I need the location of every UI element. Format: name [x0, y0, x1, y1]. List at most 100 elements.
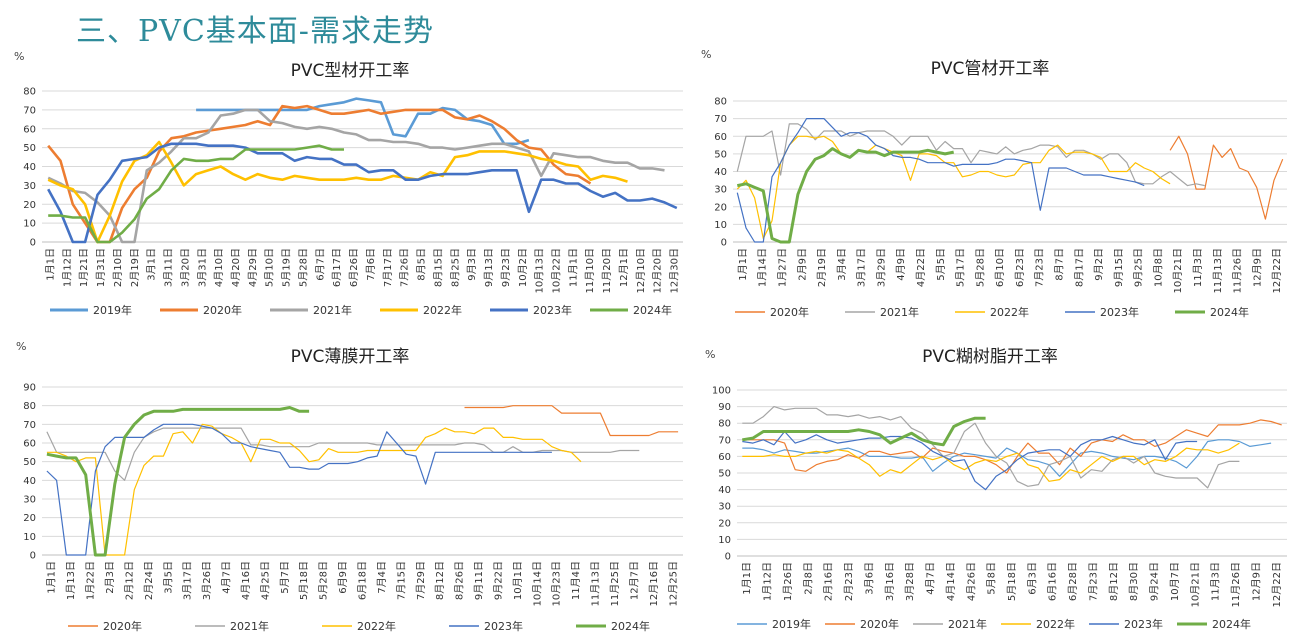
x-tick-label: 9月23日: [500, 248, 512, 287]
x-tick-label: 2月12日: [123, 561, 135, 600]
y-tick-label: 0: [721, 238, 727, 249]
x-tick-label: 7月6日: [365, 248, 377, 281]
y-tick-label: 10: [714, 220, 727, 231]
x-tick-label: 3月16日: [884, 562, 896, 601]
y-tick-label: 50: [718, 469, 731, 480]
x-tick-label: 4月7日: [925, 562, 937, 595]
legend-entry: 2020年: [203, 303, 242, 317]
x-tick-label: 8月12日: [434, 561, 446, 600]
x-tick-label: 1月1日: [741, 562, 753, 595]
x-tick-label: 12月16日: [648, 561, 660, 606]
legend-entry: 2022年: [1036, 617, 1075, 631]
x-tick-label: 1月1日: [737, 248, 749, 281]
series-line-2021年: [46, 427, 640, 481]
y-tick-label: 50: [23, 457, 36, 468]
x-tick-label: 6月3日: [1026, 562, 1038, 595]
x-tick-label: 6月16日: [1047, 562, 1059, 601]
y-tick-label: 20: [23, 513, 36, 524]
y-tick-label: 80: [23, 87, 36, 98]
x-tick-label: 10月7日: [1169, 562, 1181, 601]
y-tick-label: 50: [23, 143, 36, 154]
y-tick-label: 20: [714, 202, 727, 213]
y-tick-label: 40: [23, 162, 36, 173]
x-tick-label: 9月22日: [492, 561, 504, 600]
legend-entry: 2021年: [948, 617, 987, 631]
x-tick-label: 3月20日: [179, 248, 191, 287]
legend-entry: 2020年: [103, 619, 142, 633]
x-tick-label: 5月10日: [264, 248, 276, 287]
y-tick-label: 0: [725, 552, 731, 563]
x-tick-label: 9月15日: [1113, 248, 1125, 287]
x-tick-label: 4月16日: [240, 561, 252, 600]
x-tick-label: 2月8日: [802, 562, 814, 595]
x-tick-label: 11月26日: [1230, 562, 1242, 607]
y-tick-label: 20: [718, 518, 731, 529]
legend-entry: 2023年: [1124, 617, 1163, 631]
y-tick-label: 70: [23, 105, 36, 116]
x-tick-label: 5月28日: [297, 248, 309, 287]
y-tick-label: 70: [718, 435, 731, 446]
y-tick-label: 60: [718, 452, 731, 463]
x-tick-label: 7月26日: [399, 248, 411, 287]
x-tick-label: 9月13日: [483, 248, 495, 287]
chart-pvc-pipe: PVC管材开工率% 0 10 20 30 40 50 60 70 80 1月1日 1月14日 1月27日…: [701, 48, 1287, 319]
x-tick-label: 5月17日: [955, 248, 967, 287]
x-tick-label: 3月17日: [856, 248, 868, 287]
x-tick-label: 2月16日: [823, 562, 835, 601]
x-tick-label: 2月23日: [843, 562, 855, 601]
series-line-2024年: [48, 144, 344, 244]
legend-entry: 2021年: [880, 305, 919, 319]
x-tick-label: 9月2日: [1093, 248, 1105, 281]
x-tick-label: 8月12日: [1108, 562, 1120, 601]
x-tick-label: 10月21日: [1189, 562, 1201, 607]
x-tick-label: 11月3日: [1192, 248, 1204, 287]
x-tick-label: 12月22日: [1271, 562, 1283, 607]
x-tick-label: 1月14日: [757, 248, 769, 287]
y-tick-label: 30: [23, 181, 36, 192]
x-tick-label: 8月26日: [454, 561, 466, 600]
chart-pvc-profile: PVC型材开工率% 0 10 20 30 40 50 60 70 80 1月1日 1月12日 1月21日…: [14, 50, 683, 317]
x-tick-label: 7月23日: [1087, 562, 1099, 601]
page-title: 三、PVC基本面-需求走势: [76, 14, 434, 49]
x-tick-label: 9月11日: [473, 561, 485, 600]
y-tick-label: 60: [714, 132, 727, 143]
y-tick-label: 30: [714, 185, 727, 196]
series-line-2023年: [47, 142, 678, 244]
legend-entry: 2023年: [533, 303, 572, 317]
x-tick-label: 6月23日: [1014, 248, 1026, 287]
x-tick-label: 12月22日: [1271, 248, 1283, 293]
x-tick-label: 8月30日: [1128, 562, 1140, 601]
y-tick-label: 20: [23, 200, 36, 211]
x-tick-label: 3月4日: [836, 248, 848, 281]
y-tick-label: 70: [23, 420, 36, 431]
x-tick-label: 2月19日: [129, 248, 141, 287]
legend-entry: 2024年: [611, 619, 650, 633]
x-tick-label: 2月10日: [112, 248, 124, 287]
y-tick-label: 70: [714, 114, 727, 125]
x-tick-label: 4月14日: [945, 562, 957, 601]
series-line-2020年: [1169, 135, 1284, 220]
y-tick-label: 60: [23, 124, 36, 135]
series-line-2022年: [47, 140, 628, 244]
x-tick-label: 12月30日: [669, 248, 681, 293]
x-tick-label: 11月1日: [567, 248, 579, 287]
legend-entry: 2022年: [423, 303, 462, 317]
x-tick-label: 12月1日: [618, 248, 630, 287]
y-unit-label: %: [701, 48, 711, 61]
x-tick-label: 1月21日: [78, 248, 90, 287]
y-tick-label: 10: [718, 535, 731, 546]
chart-pvc-film: PVC薄膜开工率% 0 10 20 30 40 50 60 70 80 90 1月1日 1月13日 1月2…: [16, 340, 683, 633]
x-tick-label: 6月28日: [1067, 562, 1079, 601]
x-tick-label: 4月7日: [221, 561, 233, 594]
x-tick-label: 12月10日: [635, 248, 647, 293]
x-tick-label: 10月14日: [531, 561, 543, 606]
x-tick-label: 11月20日: [601, 248, 613, 293]
x-tick-label: 11月13日: [590, 561, 602, 606]
x-tick-label: 6月7日: [314, 248, 326, 281]
x-tick-label: 11月25日: [609, 561, 621, 606]
x-tick-label: 11月26日: [1232, 248, 1244, 293]
x-tick-label: 3月17日: [182, 561, 194, 600]
x-tick-label: 1月12日: [762, 562, 774, 601]
x-tick-label: 12月25日: [667, 561, 679, 606]
x-tick-label: 11月3日: [1210, 562, 1222, 601]
